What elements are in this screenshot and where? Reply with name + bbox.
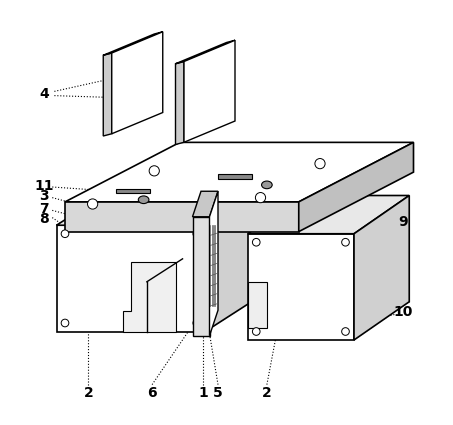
Polygon shape	[65, 142, 414, 202]
Text: 7: 7	[39, 202, 48, 216]
Text: 5: 5	[213, 386, 223, 400]
Circle shape	[61, 319, 69, 327]
Polygon shape	[248, 196, 409, 234]
Circle shape	[61, 230, 69, 238]
Circle shape	[342, 328, 349, 335]
Polygon shape	[175, 40, 235, 64]
Circle shape	[149, 166, 159, 176]
Text: 11: 11	[34, 179, 53, 193]
Circle shape	[342, 238, 349, 246]
Ellipse shape	[261, 181, 272, 189]
Text: 10: 10	[393, 306, 413, 319]
Text: 6: 6	[147, 386, 157, 400]
Text: 13: 13	[372, 170, 391, 183]
Polygon shape	[103, 53, 112, 136]
Text: 2: 2	[262, 386, 272, 400]
Polygon shape	[103, 32, 163, 55]
Polygon shape	[193, 191, 218, 217]
Polygon shape	[175, 62, 184, 144]
Polygon shape	[209, 191, 218, 336]
Circle shape	[252, 238, 260, 246]
Circle shape	[255, 193, 265, 203]
Polygon shape	[248, 234, 354, 340]
Text: 8: 8	[39, 212, 48, 226]
Text: 9: 9	[398, 215, 408, 229]
Polygon shape	[65, 202, 299, 232]
Polygon shape	[116, 189, 150, 193]
Polygon shape	[57, 225, 205, 332]
Polygon shape	[205, 187, 265, 332]
Polygon shape	[299, 142, 414, 232]
Text: 3: 3	[39, 190, 48, 203]
Circle shape	[252, 328, 260, 335]
Circle shape	[193, 230, 201, 238]
Polygon shape	[193, 217, 209, 336]
Polygon shape	[218, 174, 252, 178]
Polygon shape	[123, 263, 175, 332]
Polygon shape	[354, 196, 409, 340]
Text: 1: 1	[198, 386, 208, 400]
Text: 4: 4	[39, 87, 48, 100]
Polygon shape	[57, 187, 265, 225]
Circle shape	[87, 199, 98, 209]
Text: 2: 2	[83, 386, 93, 400]
Ellipse shape	[138, 196, 149, 204]
Text: 12: 12	[372, 144, 391, 158]
Polygon shape	[112, 32, 163, 134]
Polygon shape	[184, 40, 235, 142]
Polygon shape	[248, 282, 267, 328]
Circle shape	[315, 159, 325, 169]
Circle shape	[193, 319, 201, 327]
